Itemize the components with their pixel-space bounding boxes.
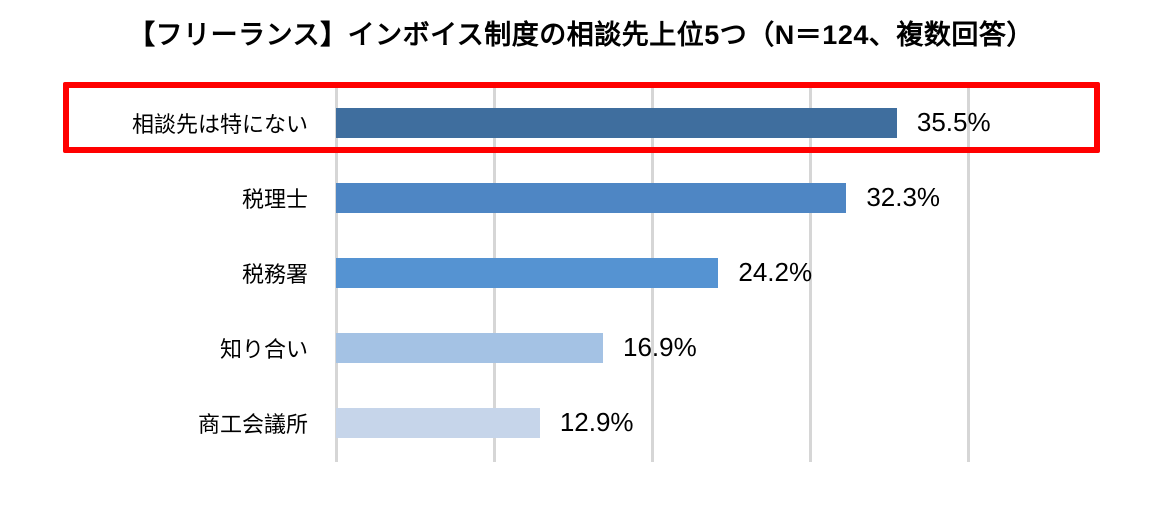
category-label: 知り合い <box>219 336 308 362</box>
bar-area: 12.9% <box>336 385 1162 460</box>
value-label: 35.5% <box>916 107 991 137</box>
bar <box>336 182 847 213</box>
value-label: 16.9% <box>623 332 697 362</box>
bar <box>336 257 719 288</box>
bar-area: 35.5% <box>336 85 1162 160</box>
gridline <box>809 85 812 462</box>
chart-title: 【フリーランス】インボイス制度の相談先上位5つ（N＝124、複数回答） <box>128 20 1034 50</box>
bar-row: 知り合い 16.9% <box>0 310 1162 385</box>
bar-area: 32.3% <box>336 160 1162 235</box>
bar-area: 16.9% <box>336 310 1162 385</box>
value-label: 32.3% <box>866 182 941 212</box>
value-label: 12.9% <box>559 407 634 437</box>
category-label: 税務署 <box>241 261 308 287</box>
bar <box>336 332 604 363</box>
chart-rows: 相談先は特にない 35.5% 税理士 32.3% 税務署 24.2% 知り合い 16.9% 商工… <box>0 85 1162 460</box>
bar-row: 相談先は特にない 35.5% <box>0 85 1162 160</box>
bar-area: 24.2% <box>336 235 1162 310</box>
bar-row: 税務署 24.2% <box>0 235 1162 310</box>
bar-row: 税理士 32.3% <box>0 160 1162 235</box>
bar <box>336 107 897 138</box>
category-label: 相談先は特にない <box>131 111 308 137</box>
value-label: 24.2% <box>738 257 813 287</box>
category-label: 税理士 <box>241 186 308 212</box>
gridline <box>967 85 970 462</box>
bar-row: 商工会議所 12.9% <box>0 385 1162 460</box>
category-label: 商工会議所 <box>197 411 308 437</box>
bar <box>336 407 540 438</box>
